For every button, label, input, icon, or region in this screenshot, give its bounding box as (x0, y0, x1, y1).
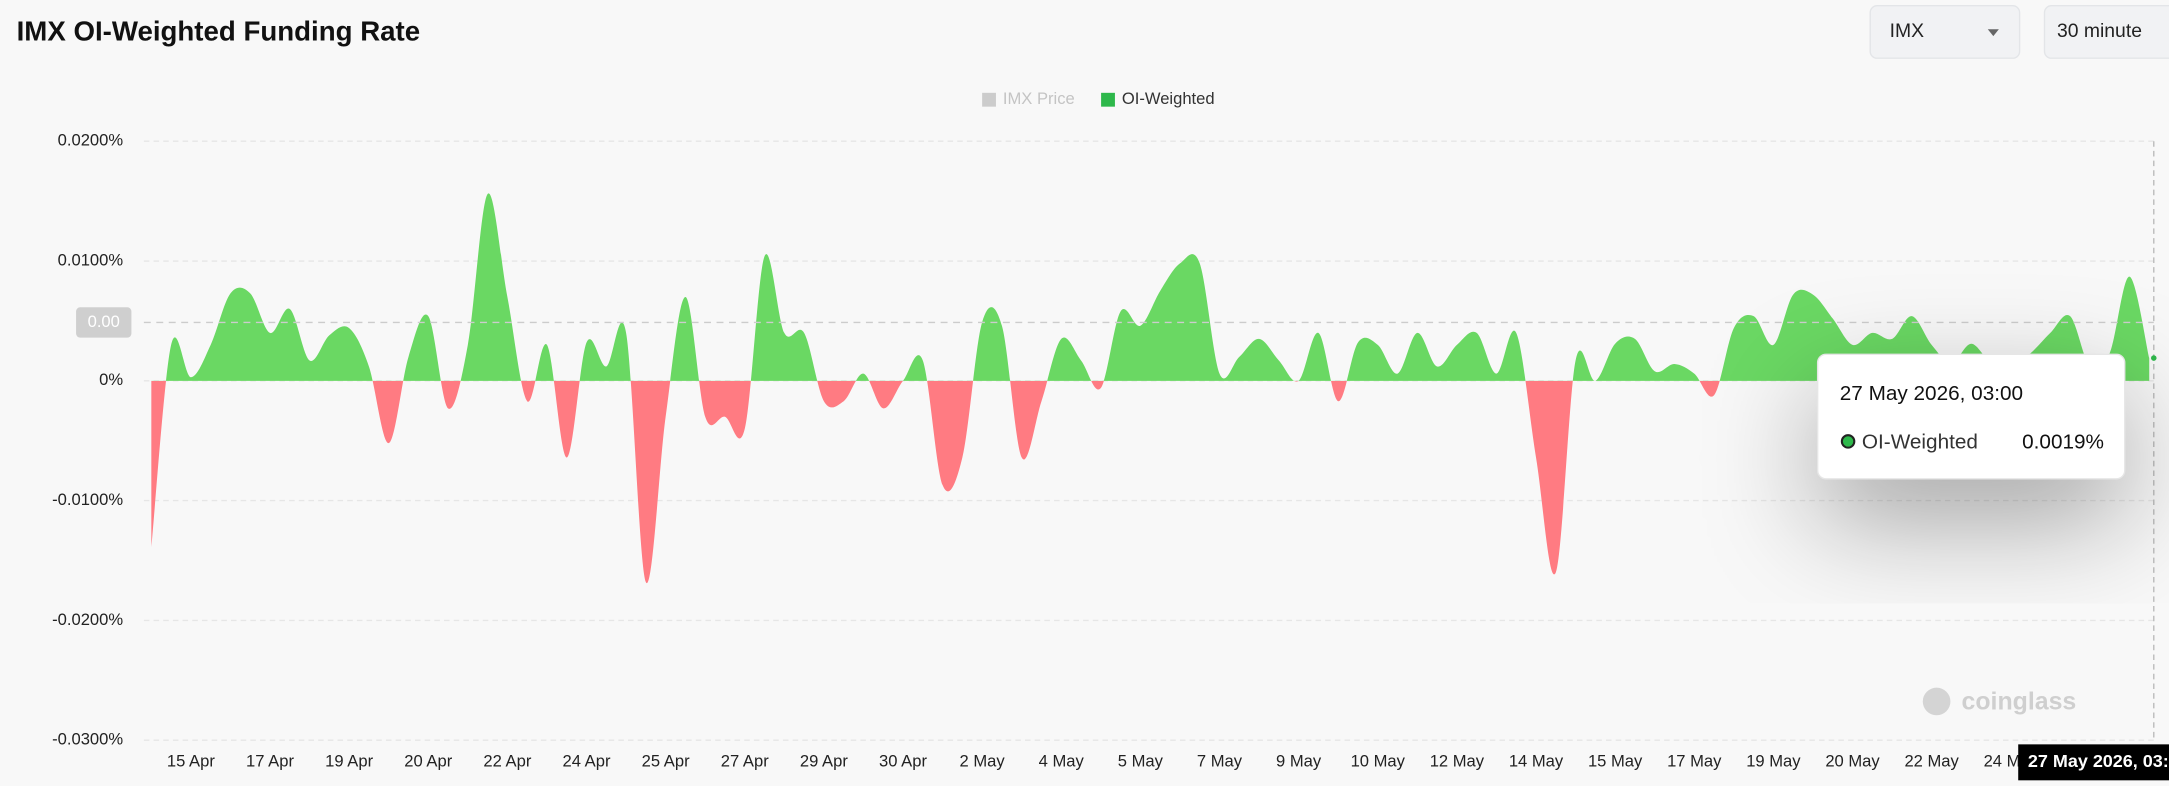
x-tick-label: 4 May (1039, 752, 1085, 771)
x-tick-label: 12 May (1430, 752, 1485, 771)
funding-area (151, 193, 2150, 584)
legend: IMX Price OI-Weighted (982, 89, 1215, 108)
y-tick-label: 0.0200% (58, 131, 124, 150)
y-tick-label: -0.0300% (52, 730, 123, 749)
plot-area (151, 193, 2150, 584)
interval-dropdown[interactable]: 30 minute (2043, 4, 2169, 59)
x-tick-label: 9 May (1276, 752, 1322, 771)
hover-point (2151, 355, 2157, 361)
legend-swatch[interactable] (1101, 92, 1115, 107)
crosshair-label-box (76, 307, 132, 338)
y-tick-label: -0.0100% (52, 490, 123, 509)
crosshair-x-label-box (2018, 744, 2169, 781)
x-tick-label: 25 Apr (642, 752, 690, 771)
dropdown-label[interactable]: 30 minute (2057, 20, 2142, 42)
x-tick-label: 15 May (1588, 752, 1643, 771)
y-tick-label: -0.0200% (52, 610, 123, 629)
watermark: coinglass (1962, 687, 2077, 715)
tooltip-value: 0.0019% (2022, 430, 2104, 453)
x-tick-label: 22 Apr (483, 752, 531, 771)
y-tick-label: 0.0100% (58, 250, 124, 269)
dropdown-label[interactable]: IMX (1890, 20, 1925, 42)
tooltip-series: OI-Weighted (1862, 430, 1978, 453)
dropdown-box[interactable] (1869, 4, 2021, 59)
legend-label[interactable]: IMX Price (1003, 89, 1075, 108)
x-tick-label: 17 Apr (246, 752, 294, 771)
x-tick-label: 7 May (1197, 752, 1243, 771)
x-tick-label: 14 May (1509, 752, 1564, 771)
x-tick-label: 20 Apr (404, 752, 452, 771)
overlay: 0.00 coinglass 27 May 2026, 03:00 OI-Weight… (76, 141, 2169, 781)
tooltip-date: 27 May 2026, 03:00 (1840, 382, 2023, 405)
page-title: IMX OI-Weighted Funding Rate (17, 16, 421, 47)
x-tick-label: 19 May (1746, 752, 1801, 771)
x-tick-label: 10 May (1351, 752, 1406, 771)
symbol-dropdown[interactable]: IMX (1869, 4, 2021, 59)
x-tick-label: 15 Apr (167, 752, 215, 771)
tooltip-border (1816, 353, 2126, 480)
x-tick-label: 29 Apr (800, 752, 848, 771)
x-tick-label: 19 Apr (325, 752, 373, 771)
x-tick-label: 5 May (1118, 752, 1164, 771)
axes: 0.0200% 0.0100% 0% -0.0100% -0.0200% -0.0300%… (52, 131, 2038, 771)
tooltip-box (1817, 354, 2125, 479)
crosshair-label: 0.00 (88, 312, 120, 331)
dropdown-box[interactable] (2043, 4, 2169, 59)
x-tick-label: 17 May (1667, 752, 1722, 771)
x-tick-label: 27 Apr (721, 752, 769, 771)
dropdown-caret (1987, 29, 1999, 37)
tooltip-marker (1840, 434, 1856, 449)
watermark-logo (1922, 687, 1951, 716)
crosshair-x-label: 27 May 2026, 03:00 (2028, 751, 2169, 771)
legend-label[interactable]: OI-Weighted (1122, 89, 1215, 108)
x-tick-label: 30 Apr (879, 752, 927, 771)
x-tick-label: 20 May (1825, 752, 1880, 771)
legend-swatch[interactable] (982, 92, 996, 107)
y-tick-label: 0% (99, 370, 123, 389)
x-tick-label: 24 Apr (563, 752, 611, 771)
x-tick-label: 2 May (960, 752, 1006, 771)
x-tick-label: 22 May (1904, 752, 1959, 771)
